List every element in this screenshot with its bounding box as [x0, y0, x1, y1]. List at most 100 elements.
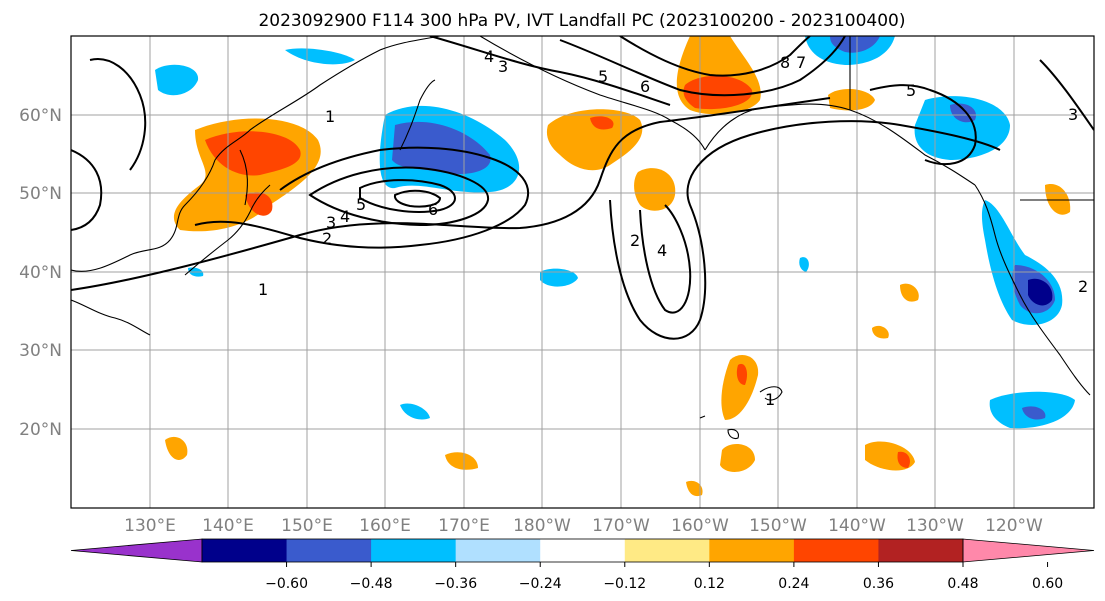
pv-positive-core: [245, 192, 273, 216]
contour-label: 6: [640, 77, 650, 96]
colorbar-tick-label: −0.36: [434, 576, 477, 592]
colorbar-tick-label: 0.48: [947, 576, 978, 592]
colorbar-tick-label: 0.36: [863, 576, 894, 592]
lat-label: 20°N: [19, 420, 62, 440]
contour-label: 4: [657, 241, 667, 260]
pv-positive-cell: [720, 444, 755, 472]
lon-label: 160°E: [359, 516, 411, 536]
colorbar: −0.60 −0.48 −0.36 −0.24 −0.12 0.12 0.24 0.36 0.4…: [70, 538, 1095, 592]
contour-label: 5: [356, 195, 366, 214]
contour-label: 5: [906, 81, 916, 100]
contour-label: 4: [340, 207, 350, 226]
pv-negative-cell: [540, 268, 578, 287]
lon-label: 130°E: [124, 516, 176, 536]
latitude-labels: 60°N 50°N 40°N 30°N 20°N: [19, 106, 62, 440]
contour-label: 1: [258, 280, 268, 299]
colorbar-bin: [286, 539, 372, 562]
pv-positive-core: [683, 75, 753, 110]
pv-contour-4b: [639, 204, 692, 314]
contour-label: 6: [428, 200, 438, 219]
contour-label: 3: [498, 57, 508, 76]
pv-positive-cell: [445, 452, 478, 470]
colorbar-bin: [793, 539, 879, 562]
lon-label: 160°W: [671, 516, 729, 536]
lat-label: 50°N: [19, 184, 62, 204]
colorbar-bin: [455, 539, 541, 562]
colorbar-bin: [202, 539, 288, 562]
pv-positive-cell: [721, 355, 759, 420]
pv-contours: [71, 36, 1094, 340]
colorbar-extend-low: [70, 538, 203, 563]
figure-title: 2023092900 F114 300 hPa PV, IVT Landfall…: [258, 11, 905, 31]
pv-positive-core: [736, 363, 748, 385]
asia-coast: [71, 36, 441, 272]
colorbar-tick-label: −0.60: [265, 576, 308, 592]
pv-negative-max: [1028, 278, 1053, 306]
coastlines: [71, 36, 1094, 440]
pv-positive-cell: [1045, 184, 1071, 215]
colorbar-tick-label: −0.12: [603, 576, 646, 592]
pv-negative-cell: [400, 403, 430, 420]
lat-label: 40°N: [19, 263, 62, 283]
pv-contour-8: [619, 36, 811, 77]
north-america-west-coast: [974, 184, 1091, 396]
sakhalin-coast: [239, 149, 248, 206]
pv-positive-cell: [165, 436, 188, 460]
pv-positive-region: [634, 168, 676, 211]
contour-label: 2: [322, 229, 332, 248]
pv-contour-east: [1039, 59, 1094, 131]
colorbar-frame: [201, 538, 964, 563]
pv-contour-west: [89, 58, 147, 171]
pv-positive-core: [897, 451, 910, 468]
lon-label: 150°E: [281, 516, 333, 536]
pv-contour-1: [71, 97, 831, 291]
longitude-labels: 130°E 140°E 150°E 160°E 170°E 180°W 170°…: [124, 516, 1043, 536]
contour-label: 2: [1078, 277, 1088, 296]
contour-label: 1: [325, 107, 335, 126]
contour-label: 8: [780, 53, 790, 72]
pv-contour-2b: [609, 120, 1001, 340]
pv-positive-core: [205, 131, 301, 176]
map-area: [71, 36, 1094, 508]
pv-contour-5b: [869, 84, 977, 166]
pv-contour-4: [308, 166, 490, 227]
pv-negative-cell: [799, 257, 809, 272]
lon-label: 140°W: [828, 516, 886, 536]
colorbar-tick-label: −0.24: [519, 576, 562, 592]
pv-contour-3: [429, 36, 671, 106]
contour-label: 5: [598, 67, 608, 86]
kamchatka-coast: [399, 79, 436, 151]
japan-coast: [184, 184, 271, 276]
pv-contour-west-2: [71, 149, 103, 231]
hawaii-island: [699, 415, 706, 419]
pv-positive-region: [546, 109, 643, 171]
contour-labels: 1 1 1 2 2 3 3 4 4 4 5 5 5 6 6 7 8 2 3: [258, 47, 1088, 409]
pv-contour-6: [393, 189, 442, 208]
colorbar-extend-high: [962, 538, 1095, 563]
colorbar-bin: [540, 539, 626, 562]
colorbar-bin: [878, 539, 964, 562]
pv-positive-region: [828, 88, 875, 111]
lon-label: 150°W: [749, 516, 807, 536]
colorbar-tick-label: 0.60: [1032, 576, 1063, 592]
lon-label: 170°W: [592, 516, 650, 536]
colorbar-tick-label: 0.24: [778, 576, 809, 592]
lon-label: 130°W: [906, 516, 964, 536]
pv-positive-core: [590, 116, 614, 130]
pv-contour-5: [359, 179, 456, 213]
asia-coast-south: [71, 299, 151, 336]
colorbar-tick-label: 0.12: [694, 576, 725, 592]
pv-positive-cell: [686, 480, 703, 497]
alaska-west-coast: [479, 36, 706, 151]
hawaii-island: [727, 428, 739, 440]
pv-negative-cell: [155, 64, 199, 96]
contour-label: 3: [326, 213, 336, 232]
colorbar-bin: [624, 539, 710, 562]
colorbar-bin: [371, 539, 457, 562]
colorbar-tick-label: −0.48: [350, 576, 393, 592]
lon-label: 120°W: [985, 516, 1043, 536]
lat-label: 60°N: [19, 106, 62, 126]
contour-label: 1: [765, 390, 775, 409]
contour-label: 4: [484, 47, 494, 66]
pv-positive-cell: [872, 325, 889, 339]
